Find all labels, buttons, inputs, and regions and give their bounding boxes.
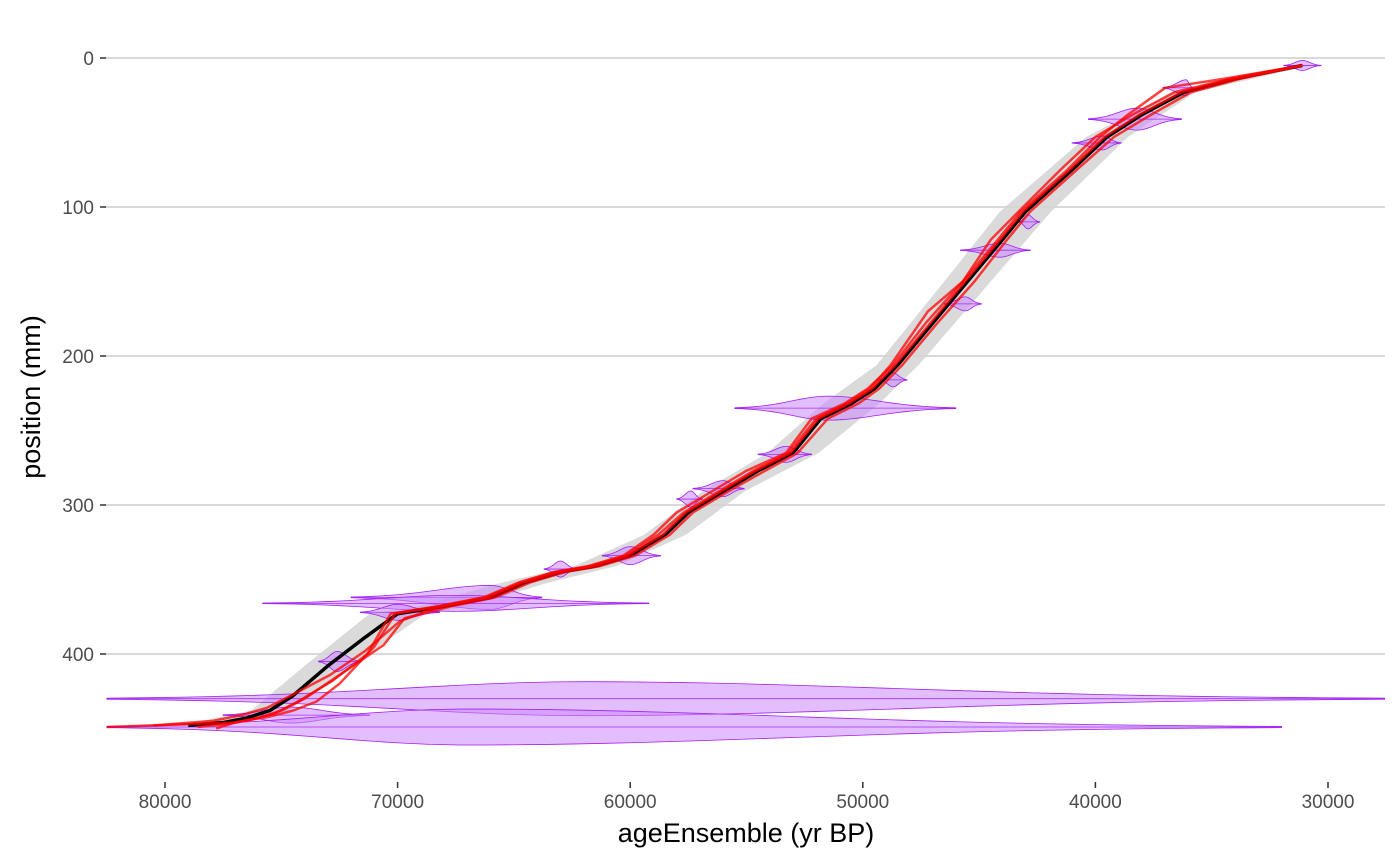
ensemble-member-3 — [106, 64, 1303, 729]
x-axis-title: ageEnsemble (yr BP) — [618, 818, 875, 848]
y-tick-label-0: 0 — [83, 49, 94, 70]
ensemble-members — [106, 64, 1303, 730]
y-tick-label-400: 400 — [62, 645, 94, 666]
x-tick-label-60000: 60000 — [604, 792, 657, 813]
y-tick-label-100: 100 — [62, 198, 94, 219]
ensemble-member-2 — [153, 64, 1303, 727]
y-tick-label-300: 300 — [62, 496, 94, 517]
y-axis-ticks: 0 100 200 300 400 — [62, 49, 106, 666]
x-tick-label-70000: 70000 — [371, 792, 424, 813]
x-axis-ticks: 80000 70000 60000 50000 40000 30000 — [139, 782, 1355, 813]
x-tick-label-80000: 80000 — [139, 792, 192, 813]
x-tick-label-50000: 50000 — [836, 792, 889, 813]
gridlines — [106, 57, 1385, 655]
y-tick-label-200: 200 — [62, 347, 94, 368]
x-tick-label-30000: 30000 — [1302, 792, 1355, 813]
ribbon-area — [178, 65, 1310, 726]
y-axis-title: position (mm) — [16, 315, 46, 479]
uncertainty-ribbon — [178, 65, 1310, 726]
age-distributions — [106, 60, 1385, 746]
x-tick-label-40000: 40000 — [1069, 792, 1122, 813]
